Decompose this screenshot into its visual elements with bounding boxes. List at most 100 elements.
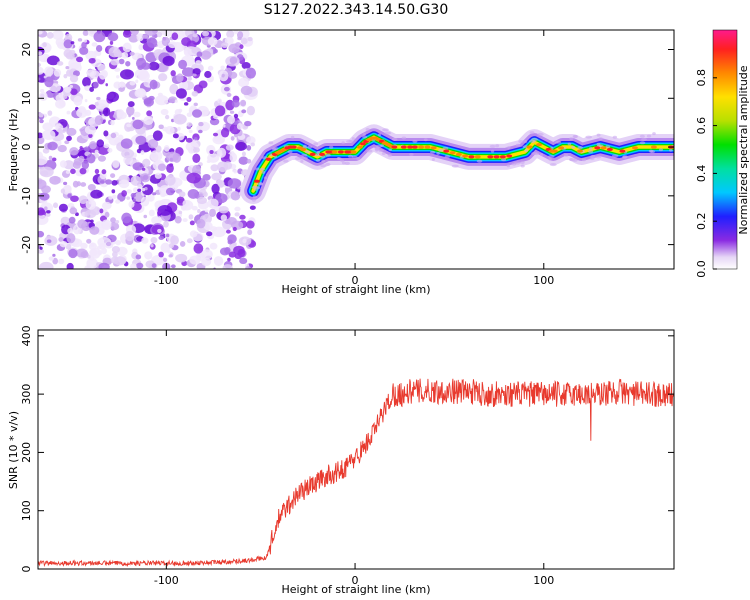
noise-blob xyxy=(135,57,147,69)
noise-blob xyxy=(166,233,170,238)
noise-blob xyxy=(84,209,97,219)
noise-blob xyxy=(223,161,233,170)
noise-blob xyxy=(126,123,132,128)
noise-blob xyxy=(62,93,68,100)
ridge-scatter xyxy=(348,154,353,158)
noise-blob xyxy=(38,136,45,145)
noise-blob xyxy=(38,214,49,225)
noise-blob xyxy=(130,30,139,36)
noise-blob xyxy=(113,256,127,266)
noise-blob xyxy=(150,236,158,244)
ridge-scatter xyxy=(534,152,539,156)
ridge-scatter xyxy=(489,144,496,148)
noise-blob xyxy=(87,184,96,191)
noise-blob xyxy=(149,79,158,90)
ridge-scatter xyxy=(344,161,350,165)
noise-blob xyxy=(178,80,189,91)
noise-blob xyxy=(58,258,65,265)
noise-blob xyxy=(207,153,220,163)
noise-blob xyxy=(98,262,110,269)
noise-blob xyxy=(103,143,110,149)
noise-blob xyxy=(93,50,98,55)
noise-blob xyxy=(86,238,92,244)
noise-blob xyxy=(76,56,84,63)
noise-blob xyxy=(44,76,54,88)
colorbar-tick-label: 0.8 xyxy=(695,69,708,87)
noise-blob xyxy=(249,205,256,210)
noise-blob xyxy=(169,83,179,95)
ridge-scatter xyxy=(388,148,392,152)
noise-blob xyxy=(38,132,44,139)
noise-blob xyxy=(98,70,107,80)
noise-blob xyxy=(132,119,144,130)
noise-blob xyxy=(109,222,120,231)
ridge-scatter xyxy=(351,137,355,141)
noise-blob xyxy=(108,46,121,58)
ridge-scatter xyxy=(438,148,444,152)
noise-blob xyxy=(162,257,168,263)
noise-blob xyxy=(135,79,139,84)
ridge-peak xyxy=(606,147,613,152)
ridge-peak xyxy=(462,154,469,158)
noise-blob xyxy=(165,126,175,135)
ridge-scatter xyxy=(290,135,295,139)
y-tick-label: 100 xyxy=(20,500,33,521)
noise-blob xyxy=(139,173,151,183)
noise-blob xyxy=(89,70,101,79)
noise-blob xyxy=(140,150,145,155)
noise-blob xyxy=(121,51,129,59)
noise-blob xyxy=(247,229,253,236)
ridge-scatter xyxy=(569,157,576,161)
noise-blob xyxy=(116,75,120,79)
noise-blob xyxy=(66,110,71,115)
ridge-scatter xyxy=(595,155,602,159)
noise-blob xyxy=(232,242,237,246)
ridge-scatter xyxy=(412,139,418,143)
ridge-scatter xyxy=(611,154,619,158)
noise-blob xyxy=(250,142,255,147)
noise-blob xyxy=(244,120,252,127)
noise-blob xyxy=(38,51,43,56)
noise-blob xyxy=(88,58,96,64)
noise-blob xyxy=(38,261,54,269)
noise-blob xyxy=(121,148,135,159)
noise-blob xyxy=(214,105,226,117)
ridge-scatter xyxy=(585,135,592,139)
ridge-scatter xyxy=(366,149,373,153)
ridge-scatter xyxy=(301,153,308,157)
noise-blob xyxy=(160,242,171,253)
noise-blob xyxy=(79,145,83,150)
noise-blob xyxy=(213,256,224,266)
ridge-scatter xyxy=(304,156,308,160)
noise-blob xyxy=(191,90,198,97)
ridge-peak xyxy=(576,149,583,153)
noise-blob xyxy=(93,81,99,89)
noise-blob xyxy=(207,65,214,71)
noise-blob xyxy=(144,251,153,260)
noise-blob xyxy=(163,220,169,228)
ridge-scatter xyxy=(571,145,576,149)
noise-blob xyxy=(141,167,146,171)
ridge-peak xyxy=(506,154,513,158)
snr-series-line xyxy=(38,378,674,568)
noise-blob xyxy=(238,77,250,88)
noise-blob xyxy=(128,34,139,43)
noise-blob xyxy=(179,240,186,247)
noise-blob xyxy=(232,226,237,232)
spectrogram-noise-layer xyxy=(38,30,261,269)
y-tick-label: 200 xyxy=(20,442,33,463)
noise-blob xyxy=(99,243,106,250)
noise-blob xyxy=(66,135,72,142)
x-tick-label: 100 xyxy=(533,274,554,287)
noise-blob xyxy=(63,49,73,58)
noise-blob xyxy=(125,60,131,67)
noise-blob xyxy=(217,147,227,158)
noise-blob xyxy=(192,153,201,163)
noise-blob xyxy=(69,84,74,89)
ridge-scatter xyxy=(254,167,260,171)
noise-blob xyxy=(233,30,239,35)
ridge-scatter xyxy=(256,182,264,186)
ridge-scatter xyxy=(348,139,354,143)
noise-blob xyxy=(247,36,253,42)
ridge-scatter xyxy=(669,148,673,152)
